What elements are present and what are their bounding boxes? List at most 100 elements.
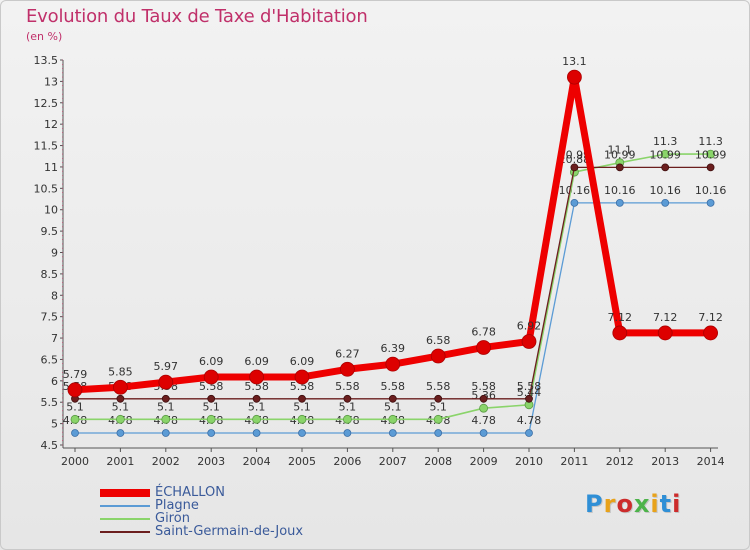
data-point — [660, 149, 670, 159]
logo-letter: r — [603, 490, 617, 518]
y-tick-label: 7.5 — [41, 311, 59, 324]
y-tick-label: 5.5 — [41, 396, 59, 409]
x-tick-label: 2004 — [243, 455, 271, 468]
y-tick-label: 6 — [51, 375, 58, 388]
data-label: 5.58 — [244, 380, 269, 393]
data-point — [70, 414, 80, 424]
data-point — [252, 414, 262, 424]
data-point — [158, 374, 174, 390]
data-label: 13.1 — [562, 55, 587, 68]
data-point — [206, 414, 216, 424]
data-point — [113, 379, 128, 395]
data-label: 5.79 — [63, 368, 88, 381]
y-tick-label: 9.5 — [41, 225, 59, 238]
data-label: 6.92 — [517, 319, 542, 332]
data-point — [298, 394, 306, 403]
data-point — [342, 414, 352, 424]
data-point — [570, 198, 579, 207]
data-point — [67, 382, 83, 398]
data-label: 5.44 — [517, 386, 542, 399]
legend-swatch — [100, 531, 150, 533]
data-point — [703, 325, 718, 341]
data-label: 5.58 — [471, 380, 496, 393]
data-label: 10.99 — [559, 148, 591, 161]
data-label: 11.1 — [608, 144, 633, 157]
y-tick-label: 4.5 — [41, 439, 59, 452]
data-point — [388, 394, 397, 403]
data-label: 10.16 — [559, 184, 591, 197]
y-tick-label: 11.5 — [34, 140, 59, 153]
data-point — [116, 429, 125, 437]
data-label: 5.1 — [384, 400, 402, 413]
data-label: 10.16 — [695, 184, 727, 197]
proxiti-logo: Proxiti — [585, 490, 681, 518]
data-point — [388, 414, 398, 424]
data-label: 6.09 — [290, 355, 315, 368]
y-tick-label: 7 — [51, 332, 58, 345]
data-label: 6.27 — [335, 347, 360, 360]
logo-letter: i — [650, 490, 660, 518]
data-point — [615, 198, 624, 207]
y-tick-label: 9 — [51, 247, 58, 260]
y-tick-label: 5 — [51, 418, 58, 431]
data-label: 5.58 — [290, 380, 315, 393]
data-point — [521, 334, 537, 349]
data-label: 10.99 — [695, 148, 727, 161]
x-tick-label: 2012 — [606, 455, 634, 468]
data-point — [207, 429, 216, 437]
data-label: 5.58 — [335, 380, 360, 393]
chart-subtitle: (en %) — [26, 30, 63, 43]
data-point — [661, 163, 670, 172]
data-label: 5.58 — [517, 380, 542, 393]
data-point — [657, 325, 673, 341]
x-tick-label: 2008 — [424, 455, 452, 468]
data-point — [252, 429, 261, 437]
data-label: 5.1 — [429, 400, 447, 413]
data-point — [294, 369, 310, 385]
data-point — [339, 361, 355, 377]
data-point — [161, 394, 170, 403]
data-point — [161, 414, 171, 424]
x-tick-label: 2010 — [515, 455, 543, 468]
logo-letter: P — [585, 490, 604, 518]
y-tick-label: 8 — [51, 289, 58, 302]
data-label: 4.78 — [517, 414, 542, 427]
data-point — [388, 429, 397, 437]
data-label: 6.09 — [199, 355, 224, 368]
data-point — [706, 198, 715, 207]
data-point — [297, 414, 307, 424]
x-tick-label: 2001 — [106, 455, 134, 468]
data-point — [434, 394, 443, 403]
x-tick-label: 2003 — [197, 455, 225, 468]
data-label: 6.78 — [471, 325, 496, 338]
x-tick-label: 2014 — [697, 455, 725, 468]
logo-letter: t — [659, 490, 673, 518]
data-label: 11.3 — [653, 135, 678, 148]
x-tick-label: 2002 — [152, 455, 180, 468]
data-label: 5.58 — [426, 380, 451, 393]
data-point — [116, 394, 125, 403]
data-point — [161, 429, 170, 437]
data-label: 5.1 — [293, 400, 311, 413]
data-label: 5.1 — [248, 400, 266, 413]
y-tick-label: 13.5 — [34, 54, 59, 67]
legend-label: Giron — [155, 511, 190, 526]
legend-swatch — [100, 518, 150, 520]
data-label: 5.1 — [339, 400, 357, 413]
data-point — [433, 414, 443, 424]
data-label: 5.85 — [108, 365, 133, 378]
y-tick-label: 10 — [44, 204, 58, 217]
data-point — [612, 325, 628, 341]
x-tick-label: 2007 — [379, 455, 407, 468]
data-point — [706, 163, 715, 172]
data-point — [567, 69, 582, 85]
y-tick-label: 12.5 — [34, 97, 59, 110]
data-point — [298, 429, 306, 437]
data-point — [203, 369, 219, 385]
y-tick-label: 6.5 — [41, 353, 59, 366]
legend-swatch — [100, 489, 150, 497]
data-point — [525, 429, 533, 437]
data-label: 10.99 — [649, 148, 681, 161]
data-point — [525, 394, 533, 403]
